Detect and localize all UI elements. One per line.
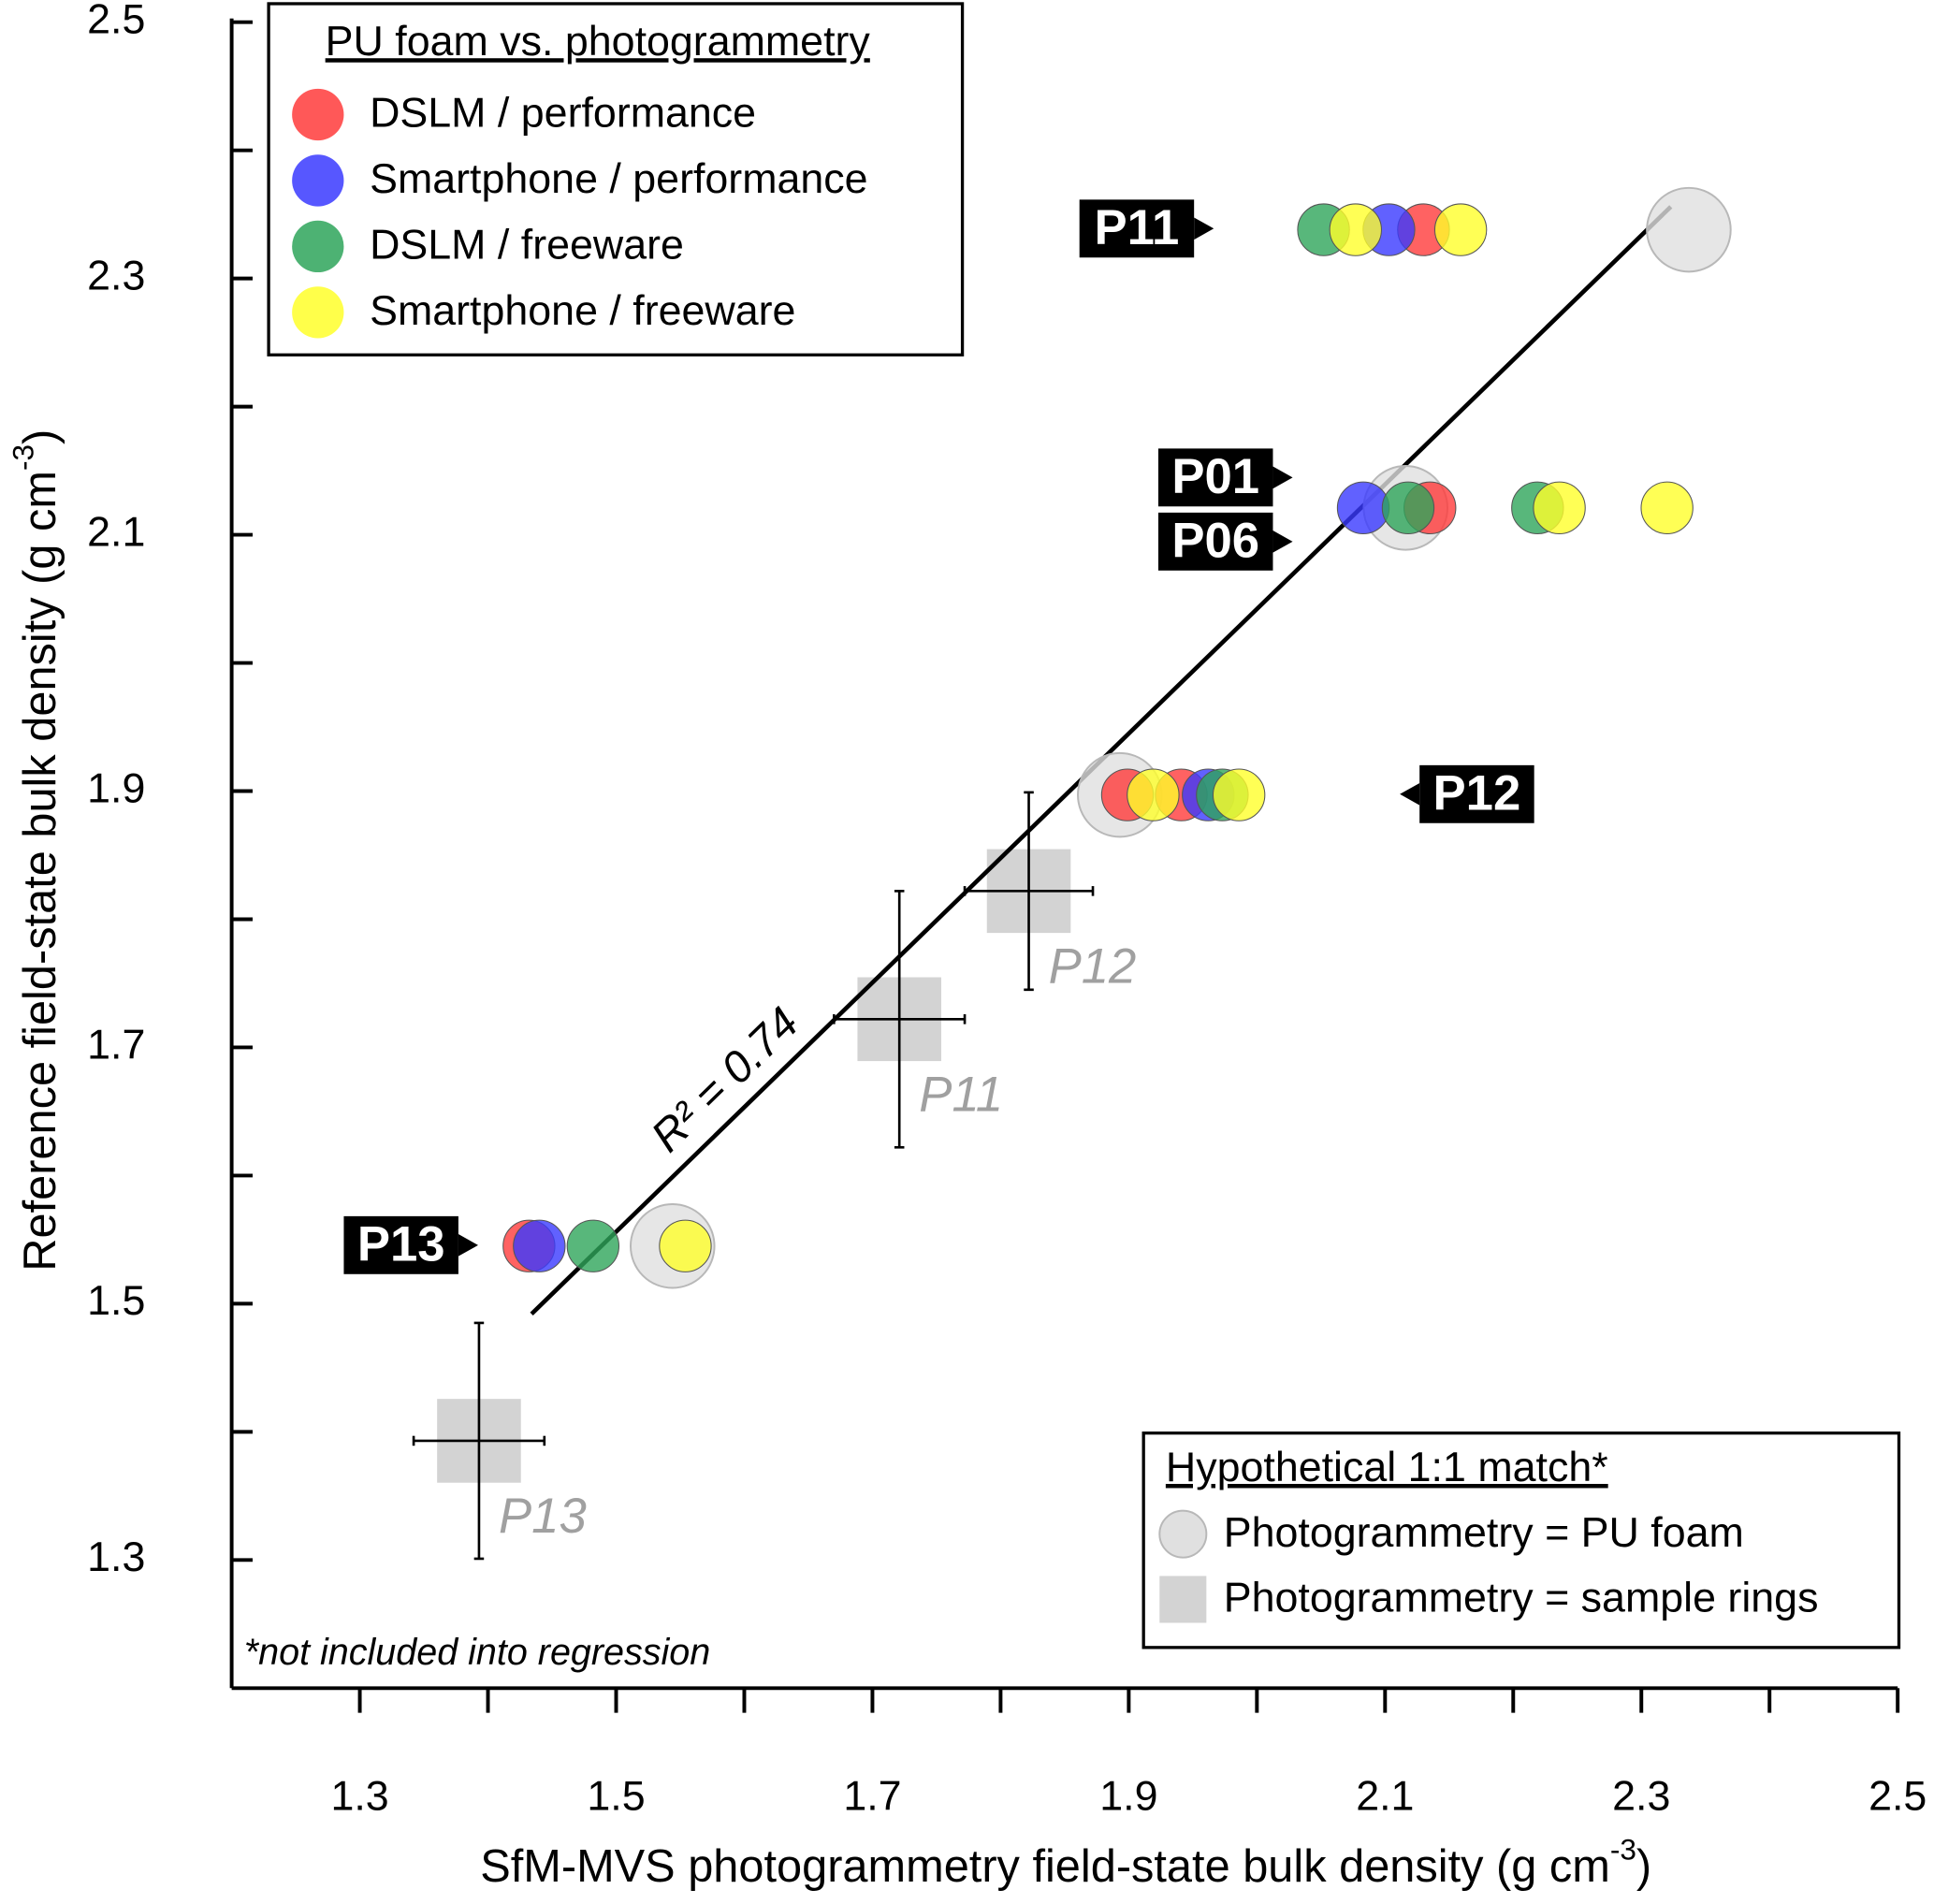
plot-label-box bbox=[1157, 448, 1273, 507]
plot-label-pointer bbox=[1272, 466, 1293, 489]
plot-label: P11 bbox=[1095, 200, 1180, 255]
legend-title: PU foam vs. photogrammetry bbox=[326, 18, 871, 65]
sample-ring-label: P11 bbox=[919, 1068, 1003, 1123]
y-axis-title-sup: -3 bbox=[7, 444, 40, 471]
point bbox=[513, 1219, 566, 1272]
x-tick-label: 2.1 bbox=[1356, 1773, 1414, 1820]
legend-marker bbox=[292, 220, 344, 273]
legend-label: DSLM / freeware bbox=[370, 222, 684, 269]
reference-legend-title: Hypothetical 1:1 match* bbox=[1166, 1444, 1608, 1490]
x-tick-label: 1.9 bbox=[1099, 1773, 1157, 1820]
sample-ring-label: P13 bbox=[499, 1489, 587, 1544]
plot-label-box bbox=[1419, 764, 1534, 823]
reference-legend-marker bbox=[1158, 1509, 1208, 1559]
plot-label-box bbox=[1157, 512, 1273, 571]
point bbox=[566, 1219, 620, 1272]
x-tick-label: 1.3 bbox=[330, 1773, 388, 1820]
reference-legend-label: Photogrammetry = PU foam bbox=[1224, 1509, 1744, 1556]
x-axis-title-sup: -3 bbox=[1610, 1833, 1636, 1867]
legend-box bbox=[267, 2, 965, 356]
y-tick-label: 1.9 bbox=[87, 764, 145, 811]
plot-label-pointer bbox=[1400, 782, 1420, 806]
point bbox=[1433, 203, 1488, 256]
legend-label: Smartphone / performance bbox=[370, 155, 868, 202]
x-tick-label: 2.3 bbox=[1612, 1773, 1670, 1820]
plot-label-pointer bbox=[458, 1233, 478, 1257]
plot-label: P12 bbox=[1433, 765, 1521, 821]
point bbox=[1533, 481, 1586, 534]
y-tick-label: 1.5 bbox=[87, 1277, 145, 1324]
y-tick-label: 1.7 bbox=[87, 1021, 145, 1068]
point bbox=[1212, 768, 1266, 821]
plot-label-pointer bbox=[1194, 217, 1214, 240]
point bbox=[659, 1219, 712, 1272]
footnote: *not included into regression bbox=[244, 1632, 710, 1673]
legend-label: Smartphone / freeware bbox=[370, 287, 795, 334]
x-tick-label: 1.7 bbox=[843, 1773, 901, 1820]
plot-label-box bbox=[343, 1215, 458, 1274]
plot-label: P01 bbox=[1171, 449, 1259, 504]
y-axis-title-text: Reference field-state bulk density (g cm bbox=[15, 471, 65, 1272]
legend-marker bbox=[292, 286, 344, 339]
sample-ring-label: P12 bbox=[1049, 939, 1137, 995]
y-axis-title-end: ) bbox=[15, 429, 65, 444]
legend-marker bbox=[292, 154, 344, 207]
pu-foam-marker bbox=[1646, 186, 1732, 273]
plot-label: P13 bbox=[357, 1216, 445, 1272]
reference-legend-label: Photogrammetry = sample rings bbox=[1224, 1575, 1819, 1621]
y-tick-label: 1.3 bbox=[87, 1533, 145, 1580]
x-axis-title-text: SfM-MVS photogrammetry field-state bulk … bbox=[480, 1841, 1610, 1892]
y-tick-label: 2.3 bbox=[87, 252, 145, 298]
x-tick-label: 2.5 bbox=[1869, 1773, 1927, 1820]
plot: Reference field-state bulk density (g cm… bbox=[7, 0, 1927, 1892]
x-axis-title-end: ) bbox=[1636, 1841, 1651, 1892]
reference-legend-marker bbox=[1159, 1576, 1207, 1623]
point bbox=[1381, 481, 1435, 534]
legend-marker bbox=[292, 88, 344, 141]
reference-legend-box bbox=[1141, 1432, 1901, 1650]
point bbox=[1127, 768, 1180, 821]
point bbox=[1336, 481, 1390, 534]
y-axis-title: Reference field-state bulk density (g cm… bbox=[7, 429, 65, 1272]
regression-label: R² = 0.74 bbox=[642, 998, 808, 1162]
point bbox=[1640, 481, 1694, 534]
plot-label-box bbox=[1079, 199, 1195, 258]
plot-label-pointer bbox=[1272, 530, 1293, 553]
x-tick-label: 1.5 bbox=[587, 1773, 645, 1820]
point bbox=[1329, 203, 1382, 256]
y-tick-label: 2.1 bbox=[87, 508, 145, 555]
y-tick-label: 2.5 bbox=[87, 0, 145, 43]
plot-label: P06 bbox=[1171, 513, 1259, 568]
legend-label: DSLM / performance bbox=[370, 90, 756, 137]
x-axis-title: SfM-MVS photogrammetry field-state bulk … bbox=[480, 1833, 1651, 1892]
